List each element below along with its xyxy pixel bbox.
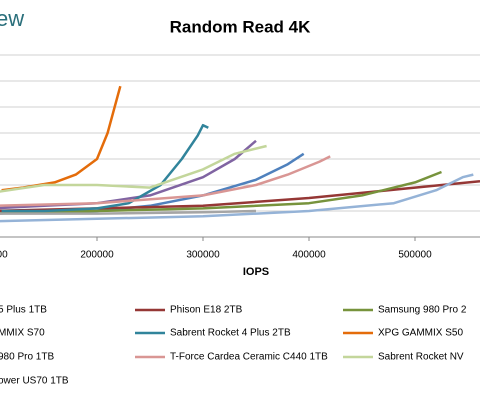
x-tick-label: 300000 — [186, 250, 220, 261]
legend-label: XPG GAMMIX S50 — [378, 328, 463, 339]
legend-label: 980 Pro 1TB — [0, 352, 54, 363]
chart-title: Random Read 4K — [170, 17, 311, 36]
x-tick-label: 100000 — [0, 250, 8, 261]
legend-label: ower US70 1TB — [0, 376, 69, 387]
legend-label: Sabrent Rocket 4 Plus 2TB — [170, 328, 291, 339]
series-line — [1, 85, 122, 192]
series-line — [0, 170, 442, 215]
series-line — [0, 173, 474, 223]
legend-label: T-Force Cardea Ceramic C440 1TB — [170, 352, 328, 363]
legend-label: Sabrent Rocket NV — [378, 352, 464, 363]
x-tick-label: 200000 — [80, 250, 114, 261]
x-tick-label: 500000 — [398, 250, 432, 261]
series-line — [0, 139, 257, 210]
legend-label: 5 Plus 1TB — [0, 305, 47, 316]
logo: ew — [0, 6, 24, 31]
legend-label: MMIX S70 — [0, 328, 45, 339]
series-line — [0, 144, 267, 193]
legend-label: Samsung 980 Pro 2 — [378, 305, 467, 316]
series-line — [0, 209, 257, 215]
legend-label: Phison E18 2TB — [170, 305, 243, 316]
series-line — [0, 155, 331, 207]
x-tick-label: 400000 — [292, 250, 326, 261]
x-axis-label: IOPS — [243, 266, 269, 278]
